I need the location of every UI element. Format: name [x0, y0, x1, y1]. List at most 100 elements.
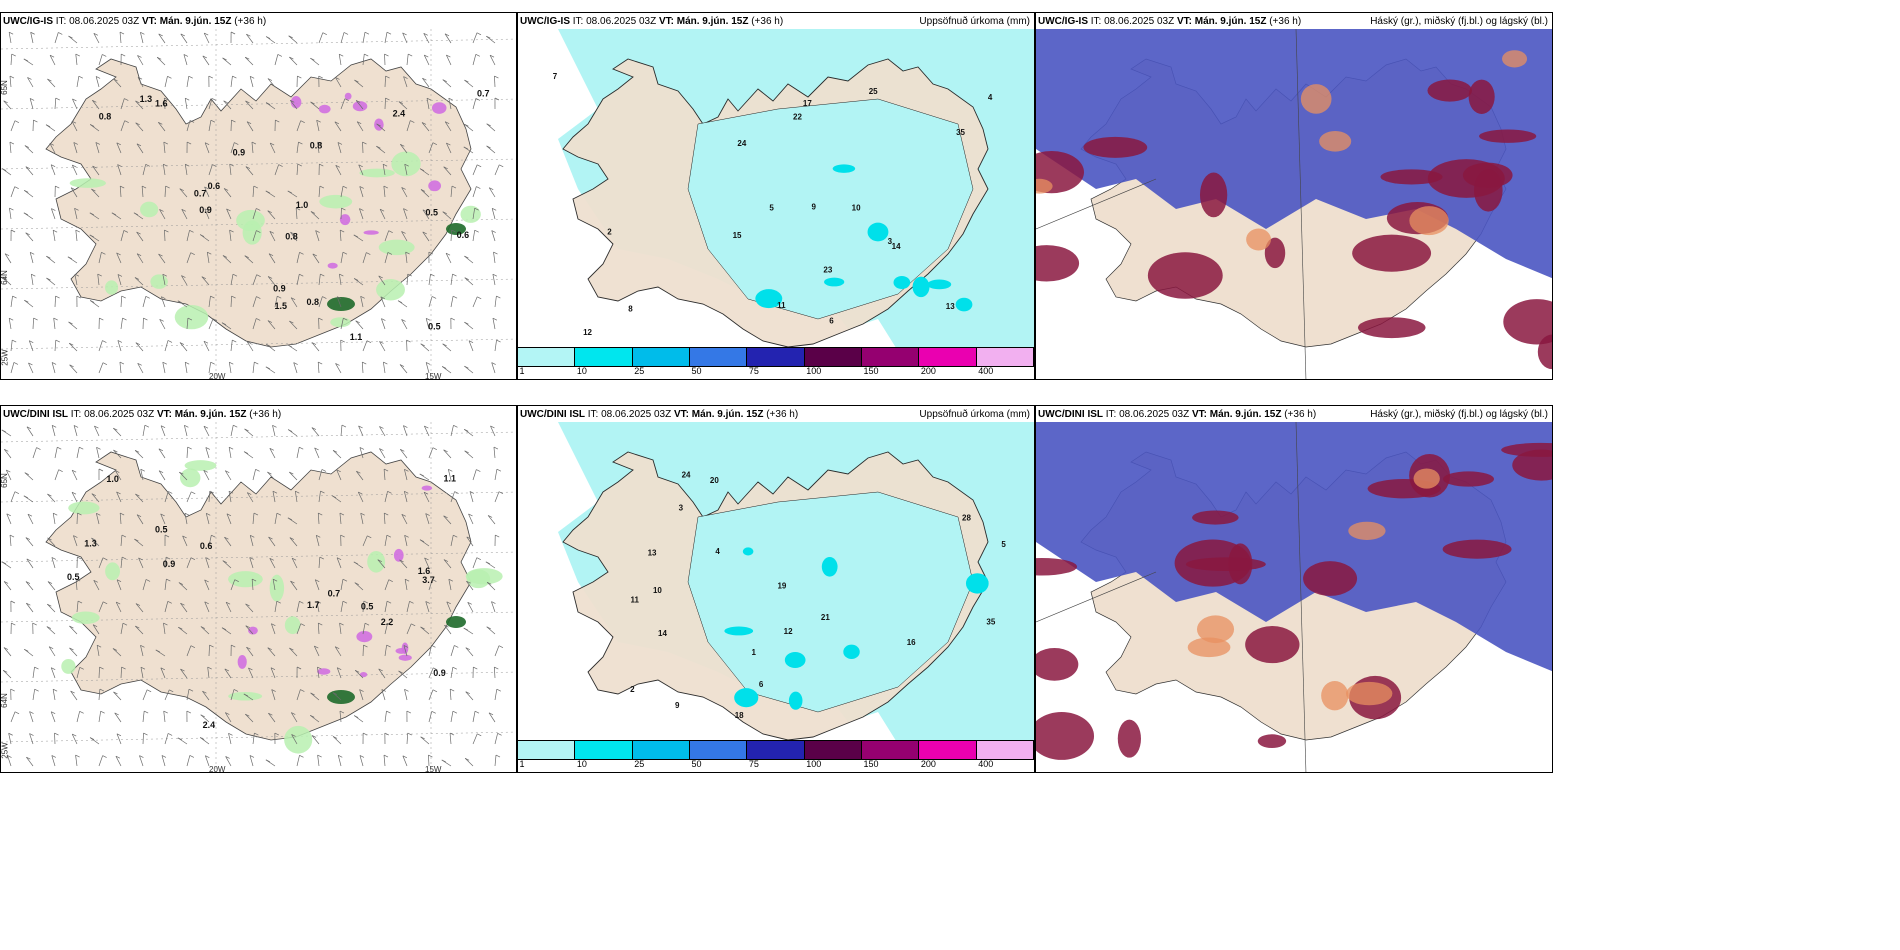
lon-label-15w: 15W — [425, 765, 442, 773]
wind-barb-flag — [49, 142, 55, 146]
wind-barb-flag — [180, 668, 185, 672]
wind-barb — [404, 579, 408, 591]
wind-barb — [293, 362, 298, 374]
wind-barb-flag — [492, 273, 498, 277]
wind-barb — [296, 755, 300, 767]
wind-barb — [32, 667, 35, 679]
graticule-line — [1, 38, 516, 50]
wind-barb-flag — [464, 255, 469, 259]
wind-barb — [406, 54, 409, 66]
wind-barb — [468, 513, 474, 525]
wind-barb-flag — [383, 185, 389, 189]
wind-barb-flag — [188, 688, 194, 692]
wind-barb-flag — [430, 273, 435, 277]
wind-barb-flag — [91, 493, 97, 496]
wind-barb — [428, 689, 434, 701]
wind-barb-flag — [30, 31, 35, 35]
wind-barb-flag — [498, 491, 504, 495]
wind-barb-flag — [268, 536, 273, 540]
wind-barb — [314, 579, 320, 591]
precip-value-label: 1.3 — [84, 539, 97, 549]
wind-barb-flag — [249, 755, 255, 758]
wind-barb — [202, 690, 210, 701]
wind-barb-flag — [474, 710, 480, 714]
precip-value-label: 1.0 — [296, 200, 309, 210]
convective-shade — [327, 262, 338, 269]
wind-barb — [179, 342, 188, 352]
wind-barb-flag — [384, 53, 389, 57]
wind-barb-flag — [388, 579, 393, 582]
wind-barb — [356, 121, 364, 132]
wind-barb-flag — [474, 207, 479, 211]
wind-barb-flag — [249, 557, 254, 560]
wind-barb — [311, 342, 320, 352]
precip-shade — [140, 201, 159, 218]
graticule-line — [1, 278, 516, 290]
wind-barb — [404, 535, 408, 547]
wind-barb-flag — [54, 732, 59, 736]
wind-barb — [135, 342, 144, 352]
wind-barb-flag — [136, 143, 142, 147]
wind-barb-flag — [144, 710, 149, 714]
legend-swatch — [747, 741, 805, 759]
wind-barb — [136, 253, 144, 264]
precip-value-label: 0.7 — [328, 589, 341, 599]
wind-barb — [289, 56, 298, 66]
wind-barb-flag — [159, 319, 164, 322]
wind-barb — [403, 645, 408, 657]
wind-barb-flag — [52, 688, 58, 692]
wind-barb — [494, 164, 500, 176]
wind-barb-flag — [98, 468, 104, 472]
wind-barb — [222, 560, 232, 569]
precip-shade — [174, 304, 209, 330]
precip-value-label: 0.5 — [425, 208, 438, 218]
wind-barb-flag — [448, 469, 453, 472]
legend-swatch — [861, 741, 920, 759]
convective-shade — [398, 654, 412, 661]
wind-barb — [289, 320, 298, 330]
wind-barb-flag — [75, 229, 80, 233]
wind-barb — [420, 626, 430, 635]
wind-barb-flag — [189, 755, 195, 758]
wind-barb — [317, 755, 320, 767]
wind-barb-flag — [339, 512, 345, 516]
wind-barb — [428, 645, 432, 657]
wind-barb-flag — [449, 732, 455, 736]
wind-barb-flag — [398, 670, 403, 674]
wind-barb-flag — [210, 119, 216, 123]
mid-cloud-area — [1357, 317, 1426, 339]
wind-barb-flag — [492, 317, 498, 321]
wind-barb-flag — [201, 276, 207, 279]
wind-barb — [136, 514, 144, 525]
wind-barb — [117, 340, 122, 352]
wind-barb — [384, 75, 386, 88]
wind-barb — [230, 689, 235, 701]
wind-barb — [274, 601, 278, 613]
wind-barb-flag — [498, 645, 504, 649]
wind-barb — [162, 164, 166, 176]
wind-barb-flag — [3, 100, 8, 104]
wind-barb — [91, 493, 100, 503]
wind-barb-flag — [340, 229, 345, 233]
wind-barb-flag — [420, 626, 425, 630]
precip-amount-label: 5 — [769, 203, 774, 212]
wind-barb-flag — [186, 710, 192, 714]
wind-barb — [444, 33, 452, 44]
precip-shade — [105, 280, 119, 295]
wind-barb-flag — [49, 54, 55, 58]
wind-barb — [206, 252, 210, 264]
wind-barb-flag — [276, 600, 281, 604]
wind-barb-flag — [102, 340, 107, 343]
wind-barb — [3, 100, 12, 110]
wind-barb-flag — [115, 755, 121, 759]
wind-barb-flag — [268, 253, 274, 257]
wind-barb-flag — [403, 425, 408, 428]
wind-barb-flag — [403, 76, 408, 79]
wind-barb — [70, 187, 78, 198]
wind-barb — [113, 427, 122, 437]
wind-barb — [9, 208, 12, 220]
wind-barb-flag — [366, 340, 372, 344]
wind-barb — [186, 446, 189, 459]
wind-barb-flag — [25, 537, 31, 540]
wind-barb — [186, 318, 189, 330]
